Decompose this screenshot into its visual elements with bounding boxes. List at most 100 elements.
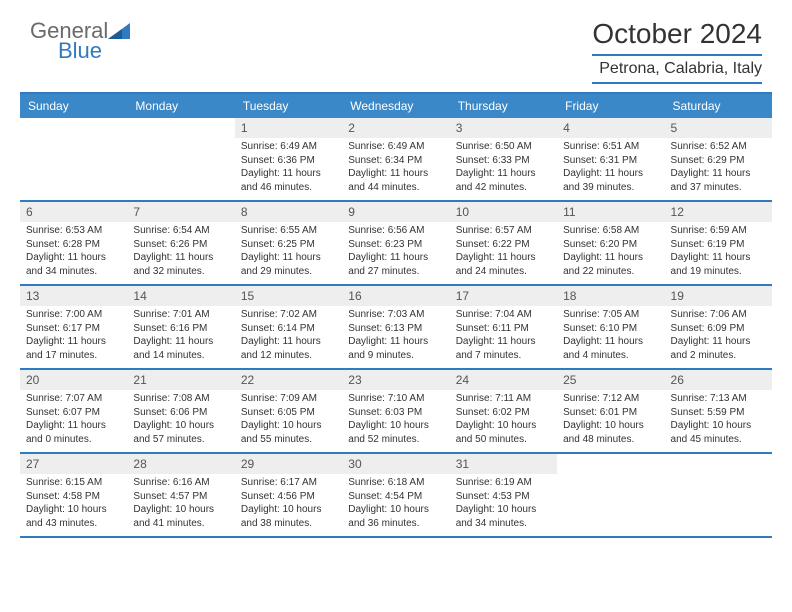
- sunset-text: Sunset: 6:13 PM: [348, 322, 443, 336]
- day-number: 23: [342, 370, 449, 390]
- day-number: 7: [127, 202, 234, 222]
- daylight-text: Daylight: 11 hours and 29 minutes.: [241, 251, 336, 278]
- cell-body: Sunrise: 7:09 AMSunset: 6:05 PMDaylight:…: [235, 390, 342, 450]
- sunset-text: Sunset: 6:16 PM: [133, 322, 228, 336]
- daylight-text: Daylight: 10 hours and 57 minutes.: [133, 419, 228, 446]
- day-number: 22: [235, 370, 342, 390]
- day-number: 6: [20, 202, 127, 222]
- calendar-cell: 0: [20, 118, 127, 200]
- day-number: 15: [235, 286, 342, 306]
- day-number: 28: [127, 454, 234, 474]
- cell-body: Sunrise: 6:55 AMSunset: 6:25 PMDaylight:…: [235, 222, 342, 282]
- calendar-cell: 20Sunrise: 7:07 AMSunset: 6:07 PMDayligh…: [20, 370, 127, 452]
- sunset-text: Sunset: 6:28 PM: [26, 238, 121, 252]
- sunset-text: Sunset: 6:22 PM: [456, 238, 551, 252]
- day-number: 10: [450, 202, 557, 222]
- calendar-cell: 12Sunrise: 6:59 AMSunset: 6:19 PMDayligh…: [665, 202, 772, 284]
- cell-body: Sunrise: 7:08 AMSunset: 6:06 PMDaylight:…: [127, 390, 234, 450]
- calendar-cell: 0: [665, 454, 772, 536]
- calendar-cell: 28Sunrise: 6:16 AMSunset: 4:57 PMDayligh…: [127, 454, 234, 536]
- daylight-text: Daylight: 10 hours and 55 minutes.: [241, 419, 336, 446]
- sunrise-text: Sunrise: 7:11 AM: [456, 392, 551, 406]
- calendar-cell: 13Sunrise: 7:00 AMSunset: 6:17 PMDayligh…: [20, 286, 127, 368]
- day-header: Sunday: [20, 94, 127, 118]
- sunset-text: Sunset: 4:56 PM: [241, 490, 336, 504]
- daylight-text: Daylight: 10 hours and 41 minutes.: [133, 503, 228, 530]
- cell-body: Sunrise: 6:51 AMSunset: 6:31 PMDaylight:…: [557, 138, 664, 198]
- calendar-cell: 25Sunrise: 7:12 AMSunset: 6:01 PMDayligh…: [557, 370, 664, 452]
- daylight-text: Daylight: 11 hours and 37 minutes.: [671, 167, 766, 194]
- weeks-container: 001Sunrise: 6:49 AMSunset: 6:36 PMDaylig…: [20, 118, 772, 538]
- daylight-text: Daylight: 10 hours and 52 minutes.: [348, 419, 443, 446]
- day-header: Thursday: [450, 94, 557, 118]
- sunset-text: Sunset: 6:31 PM: [563, 154, 658, 168]
- sunrise-text: Sunrise: 6:52 AM: [671, 140, 766, 154]
- day-header: Wednesday: [342, 94, 449, 118]
- sunset-text: Sunset: 4:58 PM: [26, 490, 121, 504]
- cell-body: Sunrise: 6:50 AMSunset: 6:33 PMDaylight:…: [450, 138, 557, 198]
- sunset-text: Sunset: 6:05 PM: [241, 406, 336, 420]
- cell-body: Sunrise: 6:16 AMSunset: 4:57 PMDaylight:…: [127, 474, 234, 534]
- daylight-text: Daylight: 11 hours and 19 minutes.: [671, 251, 766, 278]
- sunrise-text: Sunrise: 6:50 AM: [456, 140, 551, 154]
- sunset-text: Sunset: 6:07 PM: [26, 406, 121, 420]
- daylight-text: Daylight: 11 hours and 14 minutes.: [133, 335, 228, 362]
- sunset-text: Sunset: 6:29 PM: [671, 154, 766, 168]
- daylight-text: Daylight: 11 hours and 24 minutes.: [456, 251, 551, 278]
- sunrise-text: Sunrise: 6:15 AM: [26, 476, 121, 490]
- day-header: Monday: [127, 94, 234, 118]
- calendar-cell: 10Sunrise: 6:57 AMSunset: 6:22 PMDayligh…: [450, 202, 557, 284]
- cell-body: Sunrise: 7:10 AMSunset: 6:03 PMDaylight:…: [342, 390, 449, 450]
- day-number: 12: [665, 202, 772, 222]
- day-number: 1: [235, 118, 342, 138]
- day-number: 30: [342, 454, 449, 474]
- cell-body: Sunrise: 6:52 AMSunset: 6:29 PMDaylight:…: [665, 138, 772, 198]
- day-number: 3: [450, 118, 557, 138]
- daylight-text: Daylight: 10 hours and 48 minutes.: [563, 419, 658, 446]
- calendar-cell: 22Sunrise: 7:09 AMSunset: 6:05 PMDayligh…: [235, 370, 342, 452]
- day-number: 8: [235, 202, 342, 222]
- page-header: General Blue October 2024 Petrona, Calab…: [0, 0, 792, 92]
- day-headers-row: SundayMondayTuesdayWednesdayThursdayFrid…: [20, 94, 772, 118]
- calendar-cell: 26Sunrise: 7:13 AMSunset: 5:59 PMDayligh…: [665, 370, 772, 452]
- cell-body: Sunrise: 6:18 AMSunset: 4:54 PMDaylight:…: [342, 474, 449, 534]
- cell-body: Sunrise: 7:00 AMSunset: 6:17 PMDaylight:…: [20, 306, 127, 366]
- day-header: Friday: [557, 94, 664, 118]
- sunrise-text: Sunrise: 7:13 AM: [671, 392, 766, 406]
- triangle-icon: [108, 21, 130, 44]
- sunrise-text: Sunrise: 6:55 AM: [241, 224, 336, 238]
- daylight-text: Daylight: 10 hours and 34 minutes.: [456, 503, 551, 530]
- sunset-text: Sunset: 6:03 PM: [348, 406, 443, 420]
- sunset-text: Sunset: 6:10 PM: [563, 322, 658, 336]
- daylight-text: Daylight: 10 hours and 50 minutes.: [456, 419, 551, 446]
- sunset-text: Sunset: 6:23 PM: [348, 238, 443, 252]
- cell-body: Sunrise: 6:58 AMSunset: 6:20 PMDaylight:…: [557, 222, 664, 282]
- calendar-cell: 2Sunrise: 6:49 AMSunset: 6:34 PMDaylight…: [342, 118, 449, 200]
- cell-body: Sunrise: 7:04 AMSunset: 6:11 PMDaylight:…: [450, 306, 557, 366]
- calendar: SundayMondayTuesdayWednesdayThursdayFrid…: [20, 92, 772, 538]
- sunrise-text: Sunrise: 7:10 AM: [348, 392, 443, 406]
- cell-body: Sunrise: 7:02 AMSunset: 6:14 PMDaylight:…: [235, 306, 342, 366]
- sunrise-text: Sunrise: 6:53 AM: [26, 224, 121, 238]
- day-number: 21: [127, 370, 234, 390]
- daylight-text: Daylight: 11 hours and 39 minutes.: [563, 167, 658, 194]
- cell-body: Sunrise: 6:17 AMSunset: 4:56 PMDaylight:…: [235, 474, 342, 534]
- cell-body: Sunrise: 6:49 AMSunset: 6:34 PMDaylight:…: [342, 138, 449, 198]
- sunset-text: Sunset: 6:19 PM: [671, 238, 766, 252]
- calendar-cell: 11Sunrise: 6:58 AMSunset: 6:20 PMDayligh…: [557, 202, 664, 284]
- daylight-text: Daylight: 10 hours and 45 minutes.: [671, 419, 766, 446]
- sunrise-text: Sunrise: 6:54 AM: [133, 224, 228, 238]
- day-number: 26: [665, 370, 772, 390]
- daylight-text: Daylight: 10 hours and 36 minutes.: [348, 503, 443, 530]
- calendar-cell: 19Sunrise: 7:06 AMSunset: 6:09 PMDayligh…: [665, 286, 772, 368]
- cell-body: Sunrise: 6:19 AMSunset: 4:53 PMDaylight:…: [450, 474, 557, 534]
- cell-body: Sunrise: 6:15 AMSunset: 4:58 PMDaylight:…: [20, 474, 127, 534]
- cell-body: Sunrise: 7:06 AMSunset: 6:09 PMDaylight:…: [665, 306, 772, 366]
- calendar-cell: 21Sunrise: 7:08 AMSunset: 6:06 PMDayligh…: [127, 370, 234, 452]
- sunset-text: Sunset: 4:53 PM: [456, 490, 551, 504]
- sunset-text: Sunset: 6:14 PM: [241, 322, 336, 336]
- calendar-cell: 3Sunrise: 6:50 AMSunset: 6:33 PMDaylight…: [450, 118, 557, 200]
- sunset-text: Sunset: 6:36 PM: [241, 154, 336, 168]
- calendar-cell: 18Sunrise: 7:05 AMSunset: 6:10 PMDayligh…: [557, 286, 664, 368]
- location-label: Petrona, Calabria, Italy: [592, 54, 762, 84]
